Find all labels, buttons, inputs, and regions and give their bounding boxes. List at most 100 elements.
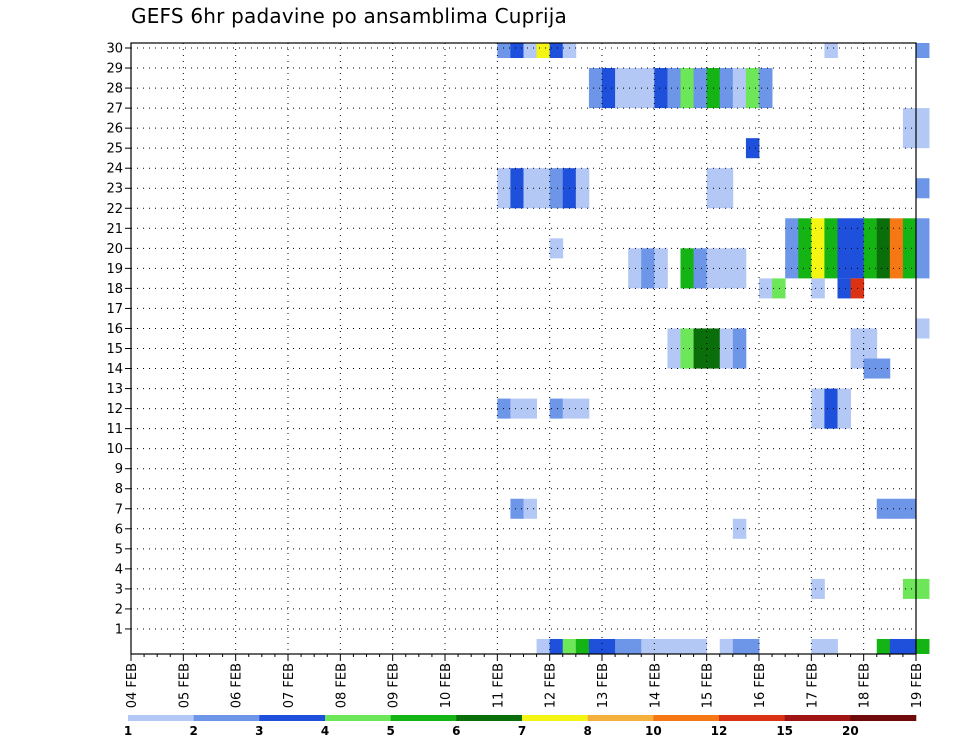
color-legend: 1 2 3 4 5 6 7 8 10 12 15 20	[124, 715, 917, 738]
legend-color-swatch	[653, 715, 720, 721]
heatmap-cell	[902, 498, 917, 519]
y-tick-label: 14	[106, 362, 123, 377]
y-tick-label: 19	[106, 262, 123, 277]
heatmap-cell	[549, 43, 564, 59]
heatmap-cell	[680, 638, 694, 654]
heatmap-cell	[497, 398, 511, 419]
y-tick-label: 29	[106, 62, 123, 77]
heatmap-cell	[562, 43, 577, 59]
heatmap-cell	[889, 498, 904, 519]
legend-color-swatch	[193, 715, 260, 721]
heatmap-cell	[693, 328, 708, 369]
x-tick-label: 19 FEB	[910, 663, 925, 708]
heatmap-cell	[798, 218, 812, 279]
heatmap-cell	[628, 638, 642, 654]
heatmap-cell	[876, 218, 891, 279]
heatmap-cell	[745, 638, 760, 654]
heatmap-cell	[916, 43, 930, 59]
heatmap-cell	[811, 388, 825, 429]
heatmap-cell	[562, 638, 577, 654]
heatmap-cell	[732, 638, 747, 654]
heatmap-cell	[523, 498, 537, 519]
y-tick-label: 1	[115, 622, 123, 637]
heatmap-cell	[693, 248, 708, 289]
y-tick-label: 10	[106, 442, 123, 457]
heatmap-cell	[916, 178, 930, 199]
heatmap-cell	[902, 578, 917, 599]
heatmap-cell	[641, 638, 655, 654]
heatmap-cell	[902, 108, 917, 149]
heatmap-cell	[497, 168, 511, 209]
heatmap-cell	[811, 638, 825, 654]
x-tick-label: 10 FEB	[439, 663, 454, 708]
legend-label: 10	[645, 724, 662, 738]
y-tick-label: 6	[115, 522, 123, 537]
y-tick-label: 2	[115, 602, 123, 617]
heatmap-cell	[876, 638, 891, 654]
x-tick-label: 18 FEB	[858, 663, 873, 708]
heatmap-cell	[837, 218, 851, 279]
x-tick-label: 11 FEB	[491, 663, 506, 708]
heatmap-cell	[745, 68, 760, 109]
legend-label: 4	[321, 724, 329, 738]
heatmap-cell	[588, 68, 603, 109]
heatmap-cell	[667, 328, 681, 369]
heatmap-cell	[654, 638, 668, 654]
heatmap-cell	[510, 498, 524, 519]
x-tick-label: 05 FEB	[177, 663, 192, 708]
y-tick-label: 21	[106, 222, 123, 237]
heatmap-cell	[719, 248, 734, 289]
legend-color-swatch	[587, 715, 654, 721]
heatmap-cell	[719, 168, 734, 209]
heatmap-cell	[889, 638, 904, 654]
heatmap-cell	[602, 68, 616, 109]
heatmap-cell	[732, 68, 747, 109]
y-tick-label: 7	[115, 502, 123, 517]
x-tick-label: 06 FEB	[230, 663, 245, 708]
heatmap-cell	[837, 388, 851, 429]
heatmap-cell	[536, 168, 551, 209]
heatmap-cell	[876, 498, 891, 519]
heatmap-cell	[667, 68, 681, 109]
heatmap-cell	[916, 318, 930, 339]
legend-color-swatch	[390, 715, 457, 721]
x-tick-label: 14 FEB	[648, 663, 663, 708]
y-tick-label: 4	[115, 562, 123, 577]
legend-label: 15	[776, 724, 793, 738]
legend-color-swatch	[128, 715, 194, 721]
y-tick-label: 28	[106, 82, 123, 97]
heatmap-cell	[680, 248, 694, 289]
y-tick-label: 8	[115, 482, 123, 497]
heatmap-cell	[719, 328, 734, 369]
legend-label: 12	[711, 724, 728, 738]
grid-lines	[131, 43, 916, 654]
y-tick-label: 15	[106, 342, 123, 357]
legend-label: 7	[518, 724, 526, 738]
heatmap-cell	[523, 398, 537, 419]
y-tick-label: 5	[115, 542, 123, 557]
y-tick-label: 3	[115, 582, 123, 597]
heatmap-cell	[863, 358, 878, 379]
heatmap-cell	[889, 218, 904, 279]
heatmap-cell	[654, 68, 668, 109]
heatmap-cell	[667, 638, 681, 654]
heatmap-cell	[759, 278, 773, 299]
y-tick-label: 12	[106, 402, 123, 417]
chart-title: GEFS 6hr padavine po ansamblima Cuprija	[131, 4, 567, 28]
heatmap-cell	[876, 358, 891, 379]
y-tick-label: 22	[106, 202, 123, 217]
legend-color-swatch	[259, 715, 326, 721]
heatmap-cell	[824, 638, 838, 654]
legend-label: 8	[583, 724, 591, 738]
heatmap-cell	[510, 398, 524, 419]
heatmap-cell	[772, 278, 786, 299]
heatmap-cell	[693, 68, 708, 109]
heatmap-cell	[811, 218, 825, 279]
legend-color-swatch	[325, 715, 391, 721]
heatmap-cell	[916, 638, 930, 654]
heatmap-cell	[510, 43, 524, 59]
heatmap-cell	[523, 43, 537, 59]
y-tick-label: 11	[106, 422, 123, 437]
legend-label: 3	[255, 724, 263, 738]
heatmap-cell	[575, 398, 590, 419]
